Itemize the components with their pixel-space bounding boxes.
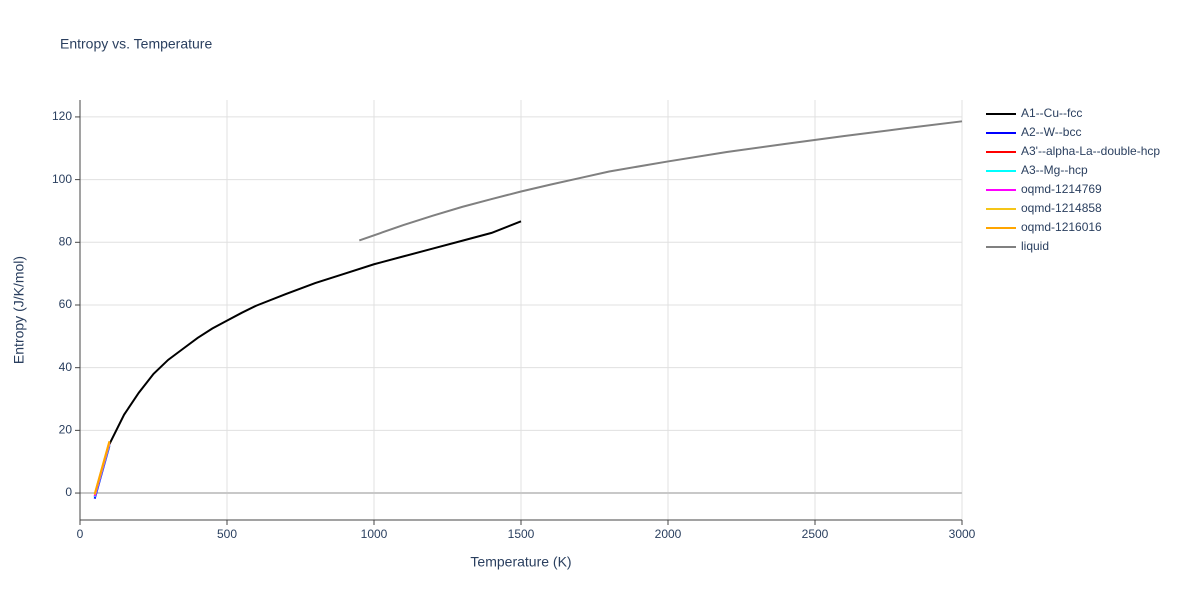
legend-label: A3--Mg--hcp <box>1021 163 1088 177</box>
series-line <box>108 220 522 445</box>
legend-label: oqmd-1214769 <box>1021 182 1102 196</box>
y-tick-label: 40 <box>59 360 73 374</box>
x-tick-label: 2500 <box>802 527 829 541</box>
x-tick-label: 2000 <box>655 527 682 541</box>
x-tick-label: 500 <box>217 527 237 541</box>
series-line <box>93 441 111 495</box>
x-tick-label: 1500 <box>508 527 535 541</box>
x-tick-label: 0 <box>77 527 84 541</box>
y-tick-label: 0 <box>65 485 72 499</box>
y-tick-label: 80 <box>59 234 73 248</box>
legend-label: A2--W--bcc <box>1021 125 1081 139</box>
y-tick-label: 20 <box>59 423 73 437</box>
y-tick-label: 60 <box>59 297 73 311</box>
chart-title: Entropy vs. Temperature <box>60 36 212 52</box>
series-line <box>358 120 963 242</box>
legend-label: A1--Cu--fcc <box>1021 106 1082 120</box>
legend-label: A3'--alpha-La--double-hcp <box>1021 144 1160 158</box>
x-axis-title: Temperature (K) <box>470 554 571 570</box>
y-axis-title: Entropy (J/K/mol) <box>11 256 27 364</box>
legend-label: oqmd-1214858 <box>1021 201 1102 215</box>
legend-label: liquid <box>1021 239 1049 253</box>
y-tick-label: 100 <box>52 172 72 186</box>
y-tick-label: 120 <box>52 109 72 123</box>
x-tick-label: 3000 <box>949 527 976 541</box>
x-tick-label: 1000 <box>361 527 388 541</box>
legend-label: oqmd-1216016 <box>1021 220 1102 234</box>
